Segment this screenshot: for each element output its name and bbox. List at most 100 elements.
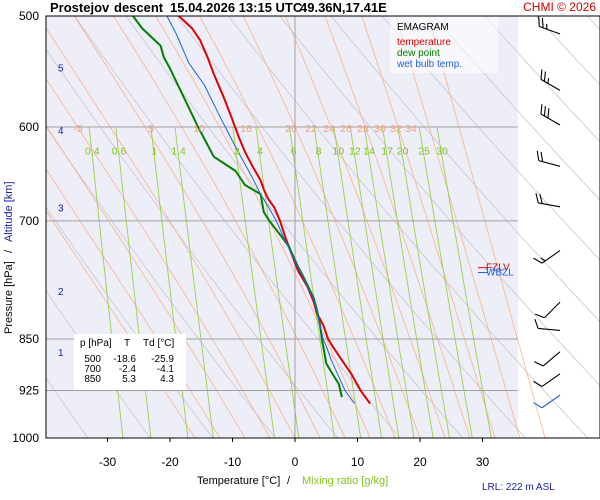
moist-adiabat-label-22: 22: [305, 123, 317, 135]
mixing-ratio-label-25: 25: [418, 146, 430, 158]
temperature-tick--10: -10: [224, 455, 242, 469]
moist-adiabat-label-24: 24: [323, 123, 335, 135]
mixing-ratio-line: [115, 126, 152, 438]
wind-barb: [540, 69, 561, 91]
mixing-ratio-line: [436, 126, 492, 438]
wind-barb-flag: [538, 16, 540, 27]
station-name: Prostejov: [50, 0, 110, 15]
wind-barb-half: [540, 257, 546, 262]
wind-barb: [535, 301, 561, 319]
temperature-tick-20: 20: [413, 455, 427, 469]
moist-adiabat-label-10: 10: [193, 123, 205, 135]
moist-adiabat-label-5: 5: [148, 123, 154, 135]
series-wet-bulb-temp-line: [166, 16, 355, 404]
pressure-tick-700: 700: [19, 214, 39, 228]
altitude-tick-1: 1: [58, 348, 64, 359]
dry-adiabat-line: [330, 16, 600, 323]
level-label-wbzl: WBZL: [486, 268, 514, 279]
series-dew-point-line: [132, 16, 343, 398]
dry-adiabat-line: [484, 16, 600, 143]
mixing-ratio-label-0.6: 0.6: [112, 146, 127, 158]
dry-adiabat-line: [433, 16, 600, 201]
wind-barb-flag: [533, 380, 543, 387]
copyright: CHMI © 2026: [523, 0, 596, 14]
moist-adiabat-line: [242, 16, 421, 438]
moist-adiabat-label-26: 26: [340, 123, 352, 135]
legend-title: EMAGRAM: [397, 22, 449, 33]
wind-barb: [533, 250, 561, 264]
mixing-ratio-line: [333, 126, 383, 438]
mixing-ratio-line: [88, 126, 124, 438]
wind-barb: [535, 193, 561, 208]
altitude-tick-4: 4: [58, 126, 64, 137]
wind-barb-flag: [535, 313, 545, 319]
mixing-ratio-label-17: 17: [381, 146, 393, 158]
moist-adiabat-label-30: 30: [374, 123, 386, 135]
table-row-700-t: -2.4: [119, 364, 137, 375]
wind-barb-staff: [544, 301, 561, 319]
wind-barb-half: [546, 23, 548, 30]
table-row-500-t: -18.6: [113, 354, 136, 365]
mixing-ratio-label-1.4: 1.4: [171, 146, 186, 158]
sounding-timestamp: 15.04.2026 13:15 UTC: [170, 0, 303, 15]
mixing-ratio-label-1: 1: [151, 146, 157, 158]
series-temperature-line: [178, 16, 371, 405]
sounding-table: p [hPa] T Td [°C] 500 -18.6 -25.9 700 -2…: [74, 334, 186, 390]
dry-adiabat-line: [381, 16, 600, 261]
mixing-ratio-label-4: 4: [257, 146, 263, 158]
moist-adiabat-line: [113, 16, 346, 438]
mixing-ratio-label-12: 12: [349, 146, 361, 158]
wind-barb: [538, 16, 561, 35]
dry-adiabat-line: [125, 16, 464, 438]
y-axis-title-pressure: Pressure [hPa]: [3, 261, 15, 334]
sounding-location: 49.36N,17.41E: [300, 0, 387, 15]
x-axis-title-temperature: Temperature [°C]: [197, 475, 280, 487]
mixing-ratio-line: [418, 126, 473, 438]
moist-adiabat-line: [46, 27, 296, 438]
table-header-p: p [hPa]: [80, 338, 112, 349]
moist-adiabat-label--5: -5: [73, 123, 82, 135]
wind-barb-staff: [542, 351, 561, 367]
mixing-ratio-line: [349, 126, 400, 438]
mixing-ratio-label-14: 14: [363, 146, 375, 158]
legend: EMAGRAM temperature dew point wet bulb t…: [390, 15, 498, 73]
wind-barb-flag: [540, 151, 544, 162]
altitude-tick-3: 3: [58, 204, 64, 215]
mixing-ratio-line: [174, 126, 214, 438]
wind-barb-flag: [536, 150, 540, 161]
wind-barb-flag: [543, 106, 546, 117]
wind-barb-flag: [533, 257, 543, 264]
moist-adiabat-label-20: 20: [285, 123, 297, 135]
wind-barb-staff: [541, 394, 561, 409]
altitude-tick-2: 2: [58, 287, 64, 298]
mixing-ratio-label-0.4: 0.4: [85, 146, 100, 158]
sounding-mode: descent: [114, 0, 164, 15]
mixing-ratio-line: [397, 126, 450, 438]
moist-adiabat-label-32: 32: [390, 123, 402, 135]
moist-adiabat-label-34: 34: [405, 123, 417, 135]
moist-adiabat-label-16: 16: [240, 123, 252, 135]
temperature-tick--20: -20: [161, 455, 179, 469]
mixing-ratio-label-20: 20: [397, 146, 409, 158]
dry-adiabat-line: [46, 377, 89, 438]
table-header-t: T: [124, 338, 130, 349]
temperature-tick--30: -30: [99, 455, 117, 469]
wind-barb-flag: [534, 361, 544, 367]
wind-barb-flag: [541, 17, 544, 28]
temperature-tick-10: 10: [351, 455, 365, 469]
wind-barb-flag: [540, 69, 543, 80]
wind-barb: [533, 373, 561, 387]
mixing-ratio-line: [363, 126, 415, 438]
wind-barb: [534, 351, 561, 367]
pressure-tick-850: 850: [19, 332, 39, 346]
legend-wet-bulb: wet bulb temp.: [396, 59, 462, 70]
mixing-ratio-line: [313, 126, 362, 438]
table-row-500-td: -25.9: [151, 354, 174, 365]
legend-box: [390, 15, 498, 73]
table-header-td: Td [°C]: [143, 338, 174, 349]
table-row-700-p: 700: [84, 364, 101, 375]
moist-adiabat-label-28: 28: [357, 123, 369, 135]
moist-adiabat-line: [46, 168, 221, 438]
table-row-850-td: 4.3: [160, 374, 174, 385]
